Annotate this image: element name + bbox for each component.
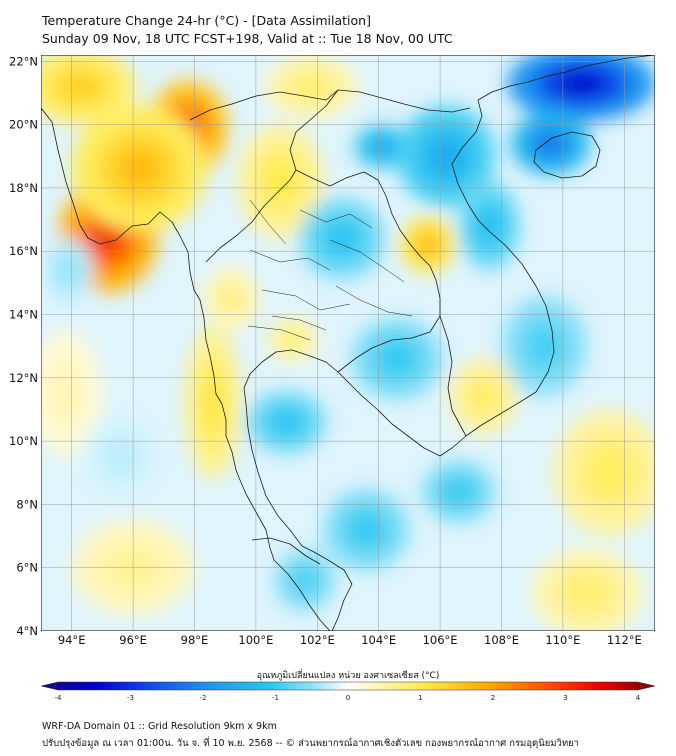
field-blob-21-2 — [383, 346, 411, 372]
latitude-tick-labels: 4°N 6°N 8°N 10°N 12°N 14°N 16°N 18°N 20°N 22°N — [9, 54, 38, 638]
field-blob-14-2 — [285, 333, 301, 347]
china-border — [189, 89, 471, 121]
field-blob-13-2 — [223, 289, 240, 309]
lat-tick-10: 10°N — [9, 434, 38, 448]
field-blob-9-2 — [592, 453, 626, 492]
field-blob-2-2 — [118, 149, 160, 188]
field-blob-28-2 — [108, 443, 133, 471]
lat-tick-16: 16°N — [9, 244, 38, 258]
myanmar-thai-border — [205, 89, 339, 263]
field-blob-19-2 — [328, 226, 355, 251]
temperature-map: 94°E 96°E 98°E 100°E 102°E 104°E 106°E 108°E 110… — [9, 54, 656, 702]
lon-tick-100: 100°E — [238, 633, 273, 647]
vietnam-coast — [451, 99, 555, 437]
colorbar-tick--3: -3 — [127, 694, 134, 702]
colorbar-tick--1: -1 — [272, 694, 279, 702]
field-blob-7-2 — [297, 77, 325, 97]
coastlines-and-borders — [41, 55, 655, 631]
lat-tick-4: 4°N — [16, 624, 38, 638]
colorbar-tick-3: 3 — [563, 694, 567, 702]
field-blob-17-2 — [373, 140, 391, 154]
map-subtitle: Sunday 09 Nov, 18 UTC FCST+198, Valid at… — [42, 31, 453, 46]
hainan-island — [533, 131, 601, 179]
lat-tick-22: 22°N — [9, 54, 38, 68]
lon-tick-110: 110°E — [545, 633, 580, 647]
colorbar-tick-labels: -4 -3 -2 -1 0 1 2 3 4 — [55, 694, 641, 702]
field-blob-10-2 — [570, 579, 605, 607]
lat-tick-18: 18°N — [9, 181, 38, 195]
cambodia-border — [337, 315, 467, 437]
field-blob-6-2 — [267, 164, 294, 199]
field-blob-15-2 — [559, 72, 604, 95]
south-china-coast — [477, 55, 655, 101]
field-blob-8-2 — [472, 385, 494, 409]
field-blob-24-2 — [295, 570, 315, 590]
malaysia-border — [251, 537, 321, 565]
lat-tick-20: 20°N — [9, 118, 38, 132]
field-blob-25-2 — [447, 482, 470, 502]
field-blob-22-2 — [480, 212, 499, 240]
field-blob-3-2 — [64, 75, 98, 99]
lon-tick-104: 104°E — [361, 633, 396, 647]
lat-tick-12: 12°N — [9, 371, 38, 385]
footer-credit: ปรับปรุงข้อมูล ณ เวลา 01:00น. วัน จ. ที่… — [42, 738, 580, 749]
field-blob-4-2 — [419, 236, 437, 254]
field-blob-23-2 — [353, 517, 380, 543]
lon-tick-112: 112°E — [607, 633, 642, 647]
colorbar-tick-2: 2 — [491, 694, 495, 702]
colorbar-tick--4: -4 — [55, 694, 63, 702]
map-title: Temperature Change 24-hr (°C) - [Data As… — [42, 13, 371, 28]
field-blob-20-2 — [274, 412, 299, 432]
colorbar-tick-1: 1 — [418, 694, 422, 702]
lat-tick-14: 14°N — [9, 308, 38, 322]
field-blob-26-2 — [531, 330, 558, 362]
field-blob-16-2 — [538, 134, 563, 154]
colorbar-tick-4: 4 — [636, 694, 641, 702]
longitude-tick-labels: 94°E 96°E 98°E 100°E 102°E 104°E 106°E 108°E 110… — [58, 633, 642, 647]
footer-model-info: WRF-DA Domain 01 :: Grid Resolution 9km … — [42, 721, 277, 732]
gulf-of-thailand-coast — [243, 349, 467, 631]
province-boundaries — [247, 199, 413, 341]
lon-tick-102: 102°E — [300, 633, 335, 647]
lon-tick-106: 106°E — [423, 633, 458, 647]
field-blob-12-2 — [54, 374, 77, 413]
colorbar-label: อุณหภูมิเปลี่ยนแปลง หน่วย องศาเซลเซียส (… — [257, 668, 440, 681]
lat-tick-6: 6°N — [16, 561, 38, 575]
lat-tick-8: 8°N — [16, 497, 38, 511]
colorbar-tick--2: -2 — [200, 694, 207, 702]
field-blob-27-2 — [61, 260, 76, 280]
myanmar-coastline — [41, 107, 331, 631]
lon-tick-94: 94°E — [58, 633, 86, 647]
field-blob-5-2 — [204, 380, 222, 426]
field-blob-18-2 — [431, 141, 461, 172]
lon-tick-108: 108°E — [484, 633, 519, 647]
lat-lon-grid — [41, 55, 655, 631]
thai-laos-border — [295, 169, 441, 316]
lon-tick-96: 96°E — [119, 633, 147, 647]
colorbar — [40, 681, 656, 691]
colorbar-tick-0: 0 — [346, 694, 350, 702]
lon-tick-98: 98°E — [181, 633, 209, 647]
